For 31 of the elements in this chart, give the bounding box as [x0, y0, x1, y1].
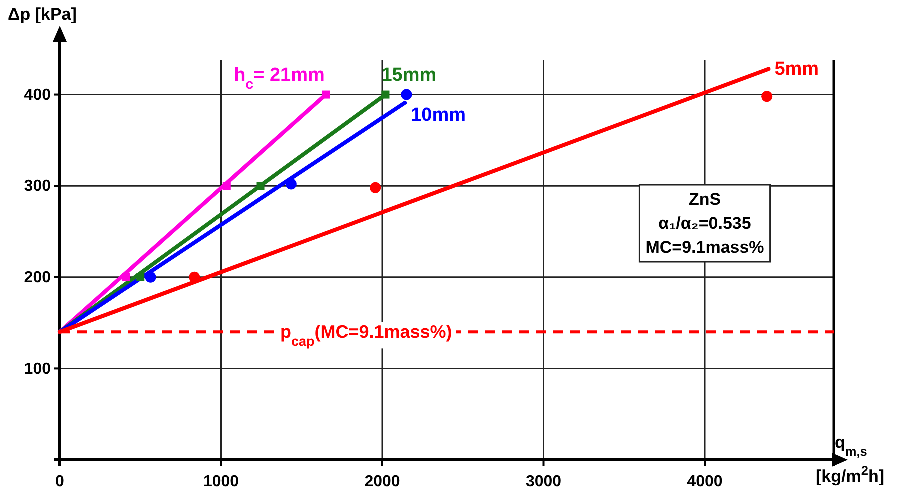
series-label: 5mm	[774, 59, 820, 80]
point	[136, 273, 145, 282]
y-tick-label: 200	[24, 270, 52, 287]
point	[322, 90, 330, 99]
point	[762, 91, 773, 102]
series-label: 15mm	[382, 64, 437, 86]
series-label: 10mm	[411, 105, 466, 126]
x-tick-label: 3000	[526, 474, 562, 491]
x-tick-label: 2000	[364, 474, 400, 491]
x-axis-title: q$_{m,s}$ [kg/m$^{2}$h]	[816, 433, 884, 486]
point	[145, 272, 156, 283]
point	[382, 90, 390, 99]
point	[286, 178, 297, 190]
annotation: α₁/α₂=0.535	[658, 214, 752, 233]
point	[401, 89, 412, 100]
x-tick-label: 1000	[203, 474, 240, 491]
point	[189, 272, 200, 283]
y-tick-label: 300	[24, 178, 52, 196]
y-tick-label: 100	[24, 360, 52, 378]
annotation: ZnS	[688, 190, 722, 209]
annotation: p$_{cap}$(MC=9.1mass%)	[280, 322, 452, 349]
point	[122, 273, 130, 282]
y-tick-label: 400	[24, 86, 52, 104]
x-tick-label: 4000	[687, 474, 723, 491]
y-axis-title: Δp [kPa]	[8, 5, 77, 24]
x-tick-label: 0	[56, 474, 65, 491]
series-label: h$_{c}$= 21mm	[234, 64, 325, 93]
annotation: MC=9.1mass%	[646, 238, 764, 257]
point	[256, 182, 265, 190]
point	[370, 182, 382, 194]
point	[222, 182, 231, 190]
